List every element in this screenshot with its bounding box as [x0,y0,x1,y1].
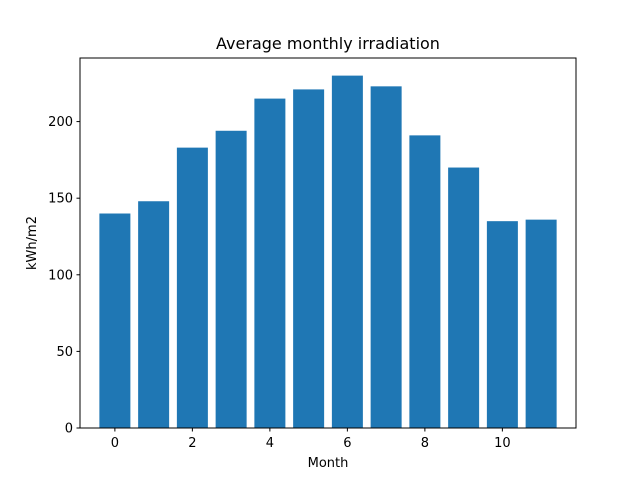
bar-month-1 [138,201,170,428]
bars-layer [99,75,557,429]
x-tick-label: 8 [421,436,429,451]
bar-month-11 [525,219,557,428]
chart-title: Average monthly irradiation [216,34,440,53]
bar-month-3 [215,130,247,428]
x-tick-label: 10 [494,436,511,451]
plot-frame [79,57,577,429]
bar-month-6 [331,75,363,429]
x-axis-label: Month [308,456,349,471]
x-tick-label: 4 [266,436,274,451]
x-tick-label: 2 [188,436,196,451]
x-tick-label: 0 [111,436,119,451]
bar-month-4 [254,98,286,428]
bar-month-7 [370,86,402,428]
y-tick-label: 0 [65,422,73,437]
y-axis-label: kWh/m2 [25,216,40,270]
bar-month-10 [486,221,518,428]
y-tick-label: 200 [48,115,73,130]
x-tick-label: 6 [343,436,351,451]
x-axis-ticks: 0 2 4 6 8 10 [111,428,511,451]
bar-month-9 [448,167,480,429]
y-axis-ticks: 0 50 100 150 200 [48,115,80,437]
bar-month-8 [409,135,441,428]
y-tick-label: 50 [56,345,73,360]
y-tick-label: 150 [48,192,73,207]
y-tick-label: 100 [48,268,73,283]
bar-month-5 [293,89,325,428]
bar-month-2 [176,147,208,428]
bar-month-0 [99,213,131,428]
